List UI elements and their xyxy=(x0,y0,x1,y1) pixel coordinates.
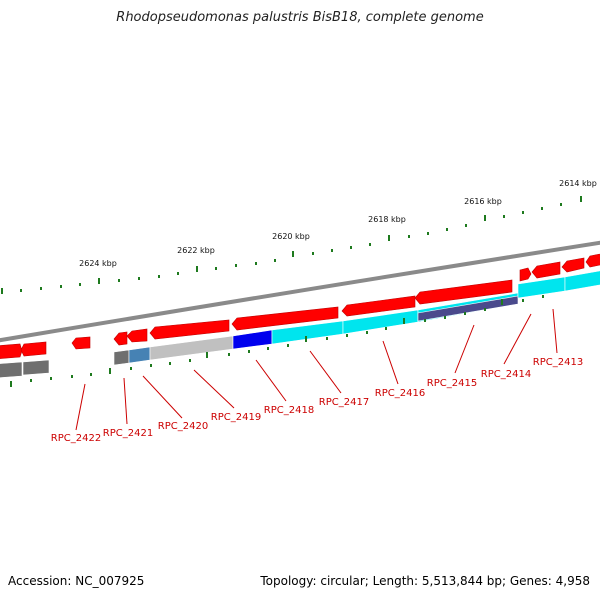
gene-arrow xyxy=(519,267,532,282)
callout-line xyxy=(454,324,475,374)
gene-labels: RPC_2422 RPC_2421 RPC_2420 RPC_2419 RPC_… xyxy=(51,357,583,444)
scale-ruler: 2624 kbp 2622 kbp 2620 kbp 2618 kbp 2616… xyxy=(1,179,597,294)
gene-arrow xyxy=(585,253,600,268)
gene-label: RPC_2417 xyxy=(319,397,369,408)
gene-arrow xyxy=(531,261,561,279)
callout-lines xyxy=(75,308,558,431)
cog-block xyxy=(417,295,519,322)
kbp-label: 2620 kbp xyxy=(272,232,310,241)
cog-block xyxy=(0,361,23,378)
gene-arrow xyxy=(113,331,128,346)
lower-ticks xyxy=(10,295,544,387)
kbp-label: 2618 kbp xyxy=(368,215,406,224)
gene-arrow xyxy=(414,279,513,305)
genome-summary-text: Topology: circular; Length: 5,513,844 bp… xyxy=(260,574,590,588)
kbp-labels: 2624 kbp 2622 kbp 2620 kbp 2618 kbp 2616… xyxy=(79,179,597,268)
cog-block xyxy=(22,359,50,376)
gene-track-forward xyxy=(0,253,600,359)
cog-block xyxy=(113,349,130,366)
cog-block xyxy=(517,276,566,299)
gene-arrow xyxy=(20,341,47,357)
callout-line xyxy=(503,313,532,365)
gene-label: RPC_2415 xyxy=(427,378,477,389)
gene-arrow xyxy=(231,306,339,331)
genome-backbone xyxy=(0,240,600,343)
gene-arrow xyxy=(341,295,416,317)
gene-arrow xyxy=(149,319,230,340)
cog-block xyxy=(564,270,600,292)
callout-line xyxy=(382,340,399,385)
gene-label: RPC_2420 xyxy=(158,421,208,432)
cog-block xyxy=(128,346,151,364)
gene-label: RPC_2419 xyxy=(211,412,261,423)
gene-label: RPC_2413 xyxy=(533,357,583,368)
accession-text: Accession: NC_007925 xyxy=(8,574,145,588)
map-title: Rhodopseudomonas palustris BisB18, compl… xyxy=(116,10,484,25)
cog-track xyxy=(0,270,600,378)
callout-line xyxy=(142,375,183,419)
gene-label: RPC_2416 xyxy=(375,388,425,399)
gene-label: RPC_2422 xyxy=(51,433,101,444)
gene-arrow xyxy=(0,343,23,359)
gene-arrow xyxy=(71,336,91,350)
kbp-label: 2622 kbp xyxy=(177,246,215,255)
gene-label: RPC_2418 xyxy=(264,405,314,416)
gene-label: RPC_2414 xyxy=(481,369,531,380)
cog-block xyxy=(149,335,234,361)
callout-line xyxy=(552,308,558,354)
cog-block xyxy=(232,329,273,350)
gene-arrow xyxy=(126,328,148,343)
gene-arrow xyxy=(561,257,585,273)
callout-line xyxy=(193,369,235,409)
scale-dots xyxy=(1,196,582,294)
callout-line xyxy=(123,377,128,425)
kbp-label: 2624 kbp xyxy=(79,259,117,268)
kbp-label: 2614 kbp xyxy=(559,179,597,188)
kbp-label: 2616 kbp xyxy=(464,197,502,206)
callout-line xyxy=(309,350,342,394)
gene-label: RPC_2421 xyxy=(103,428,153,439)
callout-line xyxy=(255,359,287,402)
callout-line xyxy=(75,383,86,431)
